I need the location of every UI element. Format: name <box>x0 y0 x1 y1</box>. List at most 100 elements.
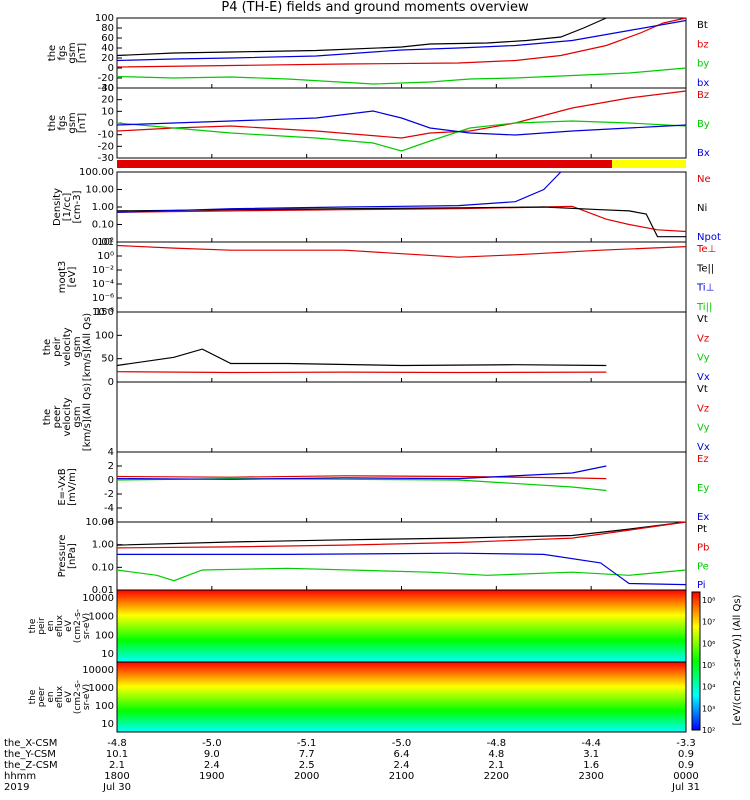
y-tick-label: -4 <box>104 503 114 514</box>
legend-by: by <box>697 59 709 70</box>
y-tick-label: 80 <box>101 23 114 34</box>
y-axis-label: gsm <box>72 336 83 357</box>
legend-Npot: Npot <box>697 232 721 243</box>
series-Pb <box>116 521 687 549</box>
x-row-value: 1900 <box>199 771 224 782</box>
y-axis-label: Density <box>52 188 63 226</box>
y-axis-label: eflux <box>55 685 65 708</box>
y-tick-label: 0 <box>108 377 114 388</box>
series-Te <box>116 244 687 258</box>
x-row-value: -5.1 <box>297 738 317 749</box>
legend-Te||: Te|| <box>696 263 714 274</box>
x-row-value: 9.0 <box>204 749 220 760</box>
y-tick-label: 0.01 <box>92 237 114 248</box>
panel-frame <box>116 661 687 733</box>
x-row-value: -4.8 <box>487 738 507 749</box>
y-tick-label: 150 <box>95 307 114 318</box>
y-axis-label: (cm2-s- <box>73 609 83 643</box>
x-row-value: 2.1 <box>488 760 504 771</box>
series-Vz <box>116 371 607 374</box>
panel-frame <box>116 87 687 159</box>
y-axis-label: [cm-3] <box>72 190 83 223</box>
legend-Ex: Ex <box>697 512 709 523</box>
legend-Ey: Ey <box>697 483 709 494</box>
legend-bx: bx <box>697 78 709 89</box>
legend-Ti||: Ti|| <box>696 302 712 313</box>
mode-segment <box>117 160 613 168</box>
x-row-label: the_Z-CSM <box>4 760 58 771</box>
legend-Ez: Ez <box>697 454 709 465</box>
y-tick-label: -10 <box>98 130 114 141</box>
series-Npot <box>116 171 562 213</box>
y-axis-label: (cm2-s- <box>73 680 83 714</box>
x-row-value: -4.4 <box>581 738 601 749</box>
colorbar-label: [eV/(cm2-s-sr-eV)] (All Qs) <box>732 594 743 725</box>
series-Ez <box>116 475 607 480</box>
legend-Ne: Ne <box>697 174 711 185</box>
y-tick-label: 4 <box>108 447 114 458</box>
panel-peer_vel: the peer velocity gsm [km/s](All Qs) Vt Vz Vy Vx <box>42 381 710 453</box>
panel-frame <box>116 381 687 453</box>
legend-Vx: Vx <box>697 372 710 383</box>
y-axis-label: gsm <box>67 112 78 133</box>
x-axis: the_X-CSM -4.8 -5.0 -5.1 -5.0 -4.8 -4.4 -3.3 the… <box>4 738 700 793</box>
series-Ey <box>116 477 607 492</box>
y-axis-label: eV <box>64 690 74 703</box>
y-tick-label: 100 <box>95 630 114 641</box>
y-axis-label: gsm <box>72 406 83 427</box>
panel-peir_vel: 150 100 50 0 the peir velocity gsm [km/s](All Qs… <box>42 307 710 388</box>
colorbar-tick: 10⁷ <box>702 618 715 627</box>
colorbar-tick: 10⁵ <box>702 661 715 670</box>
y-axis-label: E=-VxB <box>57 468 68 505</box>
legend-Vz: Vz <box>697 333 709 344</box>
series-By <box>116 120 687 152</box>
y-tick-label: 10⁻⁴ <box>92 279 114 290</box>
x-row-value: -5.0 <box>392 738 412 749</box>
y-tick-label: 10.00 <box>85 185 114 196</box>
y-axis-label: the <box>28 689 38 704</box>
x-row-value: 3.1 <box>583 749 599 760</box>
y-tick-label: 0.10 <box>92 220 114 231</box>
colorbar-tick: 10⁶ <box>702 639 715 648</box>
y-axis-label: velocity <box>62 327 73 366</box>
y-axis-label: moqt3 <box>57 261 68 294</box>
y-axis-label: the <box>47 115 58 131</box>
x-date-end: Jul 31 <box>671 782 700 793</box>
y-tick-label: 1.00 <box>92 540 114 551</box>
chart-title: P4 (TH-E) fields and ground moments over… <box>221 0 529 15</box>
panel-temperature: 10² 10⁰ 10⁻² 10⁻⁴ 10⁻⁶ 10⁻⁸ moqt3 [eV] Te⊥ Te|| Ti… <box>57 237 716 318</box>
y-tick-label: 10² <box>97 237 114 248</box>
y-tick-label: 60 <box>101 33 114 44</box>
y-tick-label: 0 <box>108 118 114 129</box>
legend-Pb: Pb <box>697 543 709 554</box>
series-bz <box>116 17 687 68</box>
x-row-label: the_Y-CSM <box>4 749 56 760</box>
y-axis-label: the <box>28 618 38 633</box>
y-axis-label: [nPa] <box>67 543 78 569</box>
y-tick-label: 0.10 <box>92 562 114 573</box>
y-tick-label: 100.00 <box>79 167 114 178</box>
y-axis-label: peir <box>37 617 47 635</box>
y-axis-label: [eV] <box>67 267 78 288</box>
x-row-value: 10.1 <box>106 749 128 760</box>
y-tick-label: 10 <box>101 719 114 730</box>
series-Pi <box>117 552 687 586</box>
y-axis-label: [nT] <box>77 113 88 133</box>
y-tick-label: 2 <box>108 461 114 472</box>
series-Pt <box>116 521 687 546</box>
panel-frame <box>116 171 687 243</box>
y-tick-label: 0 <box>108 63 114 74</box>
panel-frame <box>116 241 687 313</box>
y-tick-label: 100 <box>95 13 114 24</box>
series-Ex <box>116 465 607 480</box>
y-tick-label: 10000 <box>82 665 114 676</box>
y-axis-label: [1/cc] <box>62 193 73 222</box>
x-year: 2019 <box>4 782 29 793</box>
legend-Vz: Vz <box>697 403 709 414</box>
y-tick-label: -2 <box>104 489 114 500</box>
x-row-value: 1.6 <box>583 760 599 771</box>
y-axis-label: the <box>47 45 58 61</box>
